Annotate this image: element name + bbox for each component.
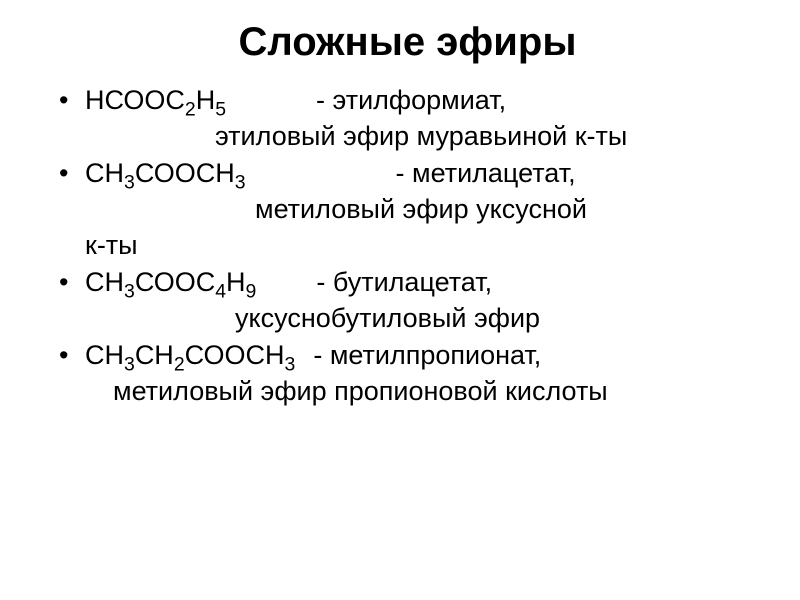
list-item: • СН3СООС4Н9 - бутилацетат, уксуснобутило…: [55, 265, 760, 336]
ester-name: - метилацетат,: [396, 158, 576, 188]
bullet-icon: •: [59, 83, 68, 119]
ester-name-line2: уксуснобутиловый эфир: [85, 301, 760, 337]
ester-name: - метилпропионат,: [313, 340, 541, 370]
content-area: • НСООС2Н5 - этилформиат, этиловый эфир м…: [55, 83, 760, 410]
gap: [226, 85, 316, 115]
formula: СН3СООСН3: [85, 158, 246, 188]
gap: [246, 158, 396, 188]
ester-name-line2: метиловый эфир пропионовой кислоты: [85, 374, 760, 410]
formula: СН3СООС4Н9: [85, 267, 256, 297]
ester-name: - этилформиат,: [316, 85, 506, 115]
gap: [295, 340, 313, 370]
bullet-icon: •: [59, 338, 68, 374]
ester-name-line3: к-ты: [85, 228, 760, 264]
slide-title: Сложные эфиры: [55, 20, 760, 65]
list-item: • СН3СН2СООСН3 - метилпропионат, метиловы…: [55, 338, 760, 409]
bullet-icon: •: [59, 265, 68, 301]
list-item: • СН3СООСН3 - метилацетат, метиловый эфир…: [55, 156, 760, 263]
formula: НСООС2Н5: [85, 85, 226, 115]
ester-name: - бутилацетат,: [316, 267, 492, 297]
bullet-icon: •: [59, 156, 68, 192]
formula: СН3СН2СООСН3: [85, 340, 295, 370]
list-item: • НСООС2Н5 - этилформиат, этиловый эфир м…: [55, 83, 760, 154]
gap: [256, 267, 316, 297]
ester-name-line2: метиловый эфир уксусной: [85, 192, 760, 228]
ester-name-line2: этиловый эфир муравьиной к-ты: [85, 119, 760, 155]
